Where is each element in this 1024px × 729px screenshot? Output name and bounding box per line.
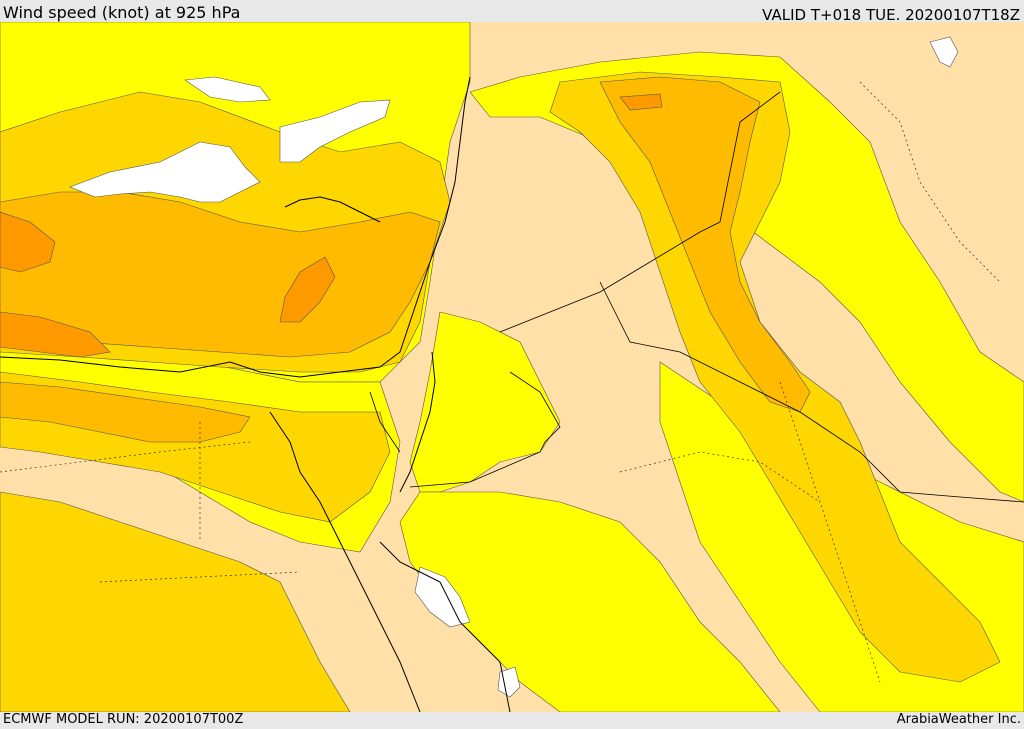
wind-band-orange xyxy=(0,93,663,358)
wind-band-amber xyxy=(0,76,811,443)
internal-boundaries xyxy=(0,81,1001,683)
political-borders xyxy=(369,91,1024,503)
credit-label: ArabiaWeather Inc. xyxy=(896,712,1021,727)
wind-speed-map xyxy=(0,22,1024,712)
map-canvas xyxy=(0,22,1024,712)
coastlines xyxy=(0,76,511,712)
wind-band-calm xyxy=(69,36,959,698)
valid-time-label: VALID T+018 TUE. 20200107T18Z xyxy=(762,6,1020,24)
map-title: Wind speed (knot) at 925 hPa xyxy=(3,3,241,22)
model-run-label: ECMWF MODEL RUN: 20200107T00Z xyxy=(3,712,244,727)
